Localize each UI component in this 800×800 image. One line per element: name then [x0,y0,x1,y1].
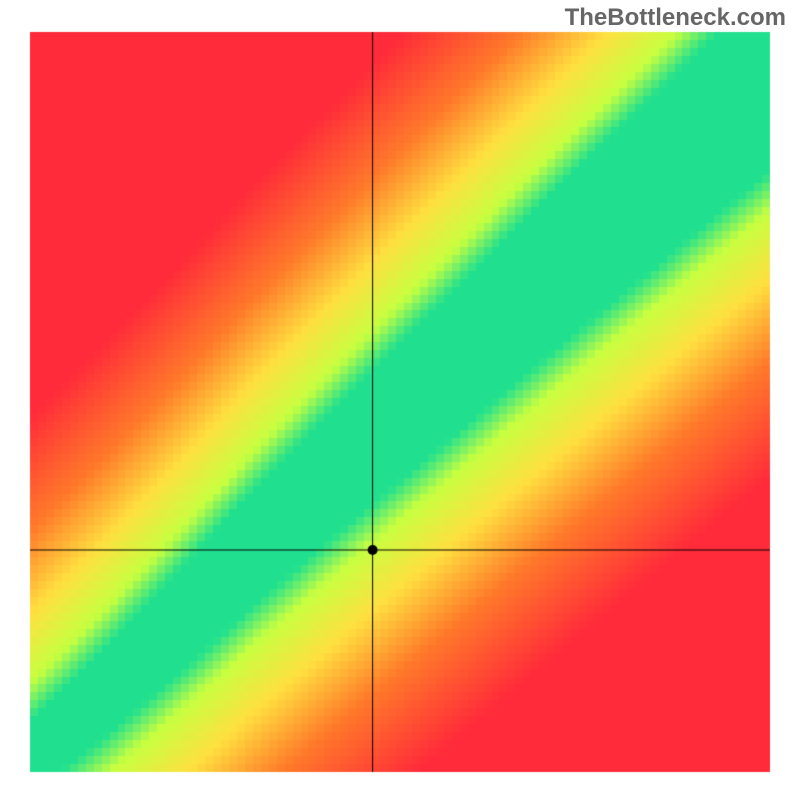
heatmap-canvas [0,0,800,800]
watermark-text: TheBottleneck.com [565,4,786,32]
chart-container: TheBottleneck.com [0,0,800,800]
